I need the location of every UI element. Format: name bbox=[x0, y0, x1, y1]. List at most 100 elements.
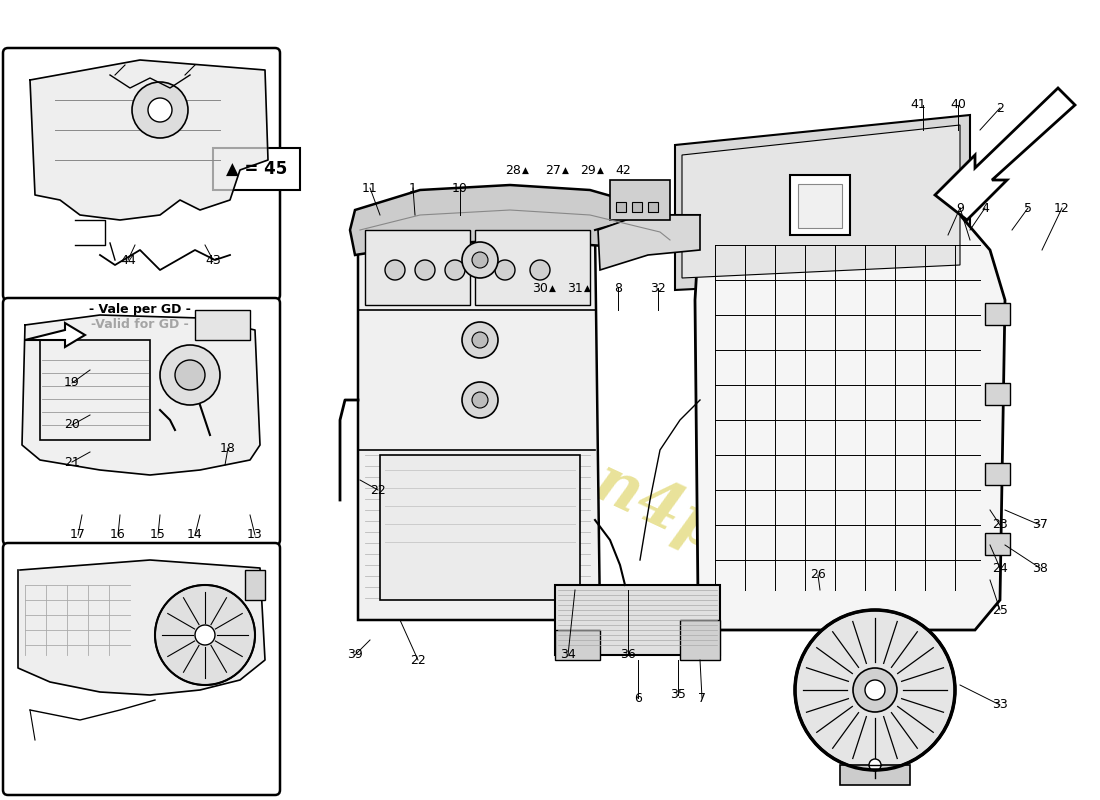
Polygon shape bbox=[18, 560, 265, 695]
Text: 22: 22 bbox=[370, 483, 386, 497]
Text: ▲: ▲ bbox=[584, 283, 591, 293]
FancyBboxPatch shape bbox=[3, 298, 280, 545]
Text: 28: 28 bbox=[505, 163, 521, 177]
Bar bbox=[680, 620, 720, 660]
Text: 19: 19 bbox=[64, 377, 80, 390]
Circle shape bbox=[462, 382, 498, 418]
Text: ▲: ▲ bbox=[522, 166, 529, 174]
Circle shape bbox=[385, 260, 405, 280]
Circle shape bbox=[462, 242, 498, 278]
Text: 34: 34 bbox=[560, 649, 576, 662]
Text: ▲: ▲ bbox=[562, 166, 569, 174]
Polygon shape bbox=[30, 60, 268, 220]
Bar bbox=[245, 570, 265, 600]
Circle shape bbox=[415, 260, 434, 280]
Text: 20: 20 bbox=[64, 418, 80, 431]
Text: 10: 10 bbox=[452, 182, 468, 194]
Text: 40: 40 bbox=[950, 98, 966, 111]
Text: 31: 31 bbox=[568, 282, 583, 294]
Bar bbox=[475, 230, 590, 305]
Text: 32: 32 bbox=[650, 282, 666, 294]
Text: 38: 38 bbox=[1032, 562, 1048, 574]
Text: 43: 43 bbox=[205, 254, 221, 266]
Polygon shape bbox=[350, 185, 675, 255]
Circle shape bbox=[160, 345, 220, 405]
Circle shape bbox=[462, 322, 498, 358]
Text: 25: 25 bbox=[992, 603, 1008, 617]
Bar bbox=[648, 202, 658, 212]
Text: 16: 16 bbox=[110, 529, 125, 542]
Text: 24: 24 bbox=[992, 562, 1008, 574]
Circle shape bbox=[795, 610, 955, 770]
Text: 7: 7 bbox=[698, 691, 706, 705]
Bar bbox=[632, 202, 642, 212]
Polygon shape bbox=[675, 115, 970, 290]
Text: 33: 33 bbox=[992, 698, 1008, 711]
Text: 12: 12 bbox=[1054, 202, 1070, 214]
Bar bbox=[984, 533, 1010, 555]
Circle shape bbox=[132, 82, 188, 138]
Bar bbox=[610, 180, 670, 220]
Text: 30: 30 bbox=[532, 282, 548, 294]
Circle shape bbox=[869, 759, 881, 771]
Bar bbox=[213, 148, 300, 190]
Text: 5: 5 bbox=[1024, 202, 1032, 214]
Polygon shape bbox=[598, 215, 700, 270]
Text: 21: 21 bbox=[64, 455, 80, 469]
Text: 37: 37 bbox=[1032, 518, 1048, 531]
FancyBboxPatch shape bbox=[3, 48, 280, 300]
Text: - Vale per GD -: - Vale per GD - bbox=[89, 303, 191, 317]
Text: -Valid for GD -: -Valid for GD - bbox=[91, 318, 189, 331]
Bar bbox=[840, 765, 910, 785]
Text: 13: 13 bbox=[248, 529, 263, 542]
Text: 2: 2 bbox=[997, 102, 1004, 114]
Polygon shape bbox=[22, 315, 260, 475]
Text: 41: 41 bbox=[910, 98, 926, 111]
Circle shape bbox=[446, 260, 465, 280]
Bar bbox=[984, 303, 1010, 325]
Text: 22: 22 bbox=[410, 654, 426, 666]
Circle shape bbox=[472, 392, 488, 408]
FancyBboxPatch shape bbox=[3, 543, 280, 795]
Polygon shape bbox=[682, 125, 960, 278]
Text: 11: 11 bbox=[362, 182, 378, 194]
Text: 35: 35 bbox=[670, 689, 686, 702]
Polygon shape bbox=[935, 88, 1075, 220]
Text: 15: 15 bbox=[150, 529, 166, 542]
Text: 23: 23 bbox=[992, 518, 1008, 531]
Text: 8: 8 bbox=[614, 282, 622, 294]
Circle shape bbox=[155, 585, 255, 685]
Bar bbox=[984, 463, 1010, 485]
Text: 6: 6 bbox=[634, 691, 642, 705]
Text: 26: 26 bbox=[810, 569, 826, 582]
Bar bbox=[556, 630, 600, 660]
Text: 44: 44 bbox=[120, 254, 136, 266]
Bar bbox=[365, 230, 470, 305]
Polygon shape bbox=[556, 585, 720, 655]
Polygon shape bbox=[358, 230, 600, 620]
Bar bbox=[40, 340, 150, 440]
Text: 29: 29 bbox=[580, 163, 596, 177]
Bar bbox=[790, 175, 850, 235]
Circle shape bbox=[530, 260, 550, 280]
Text: ▲ = 45: ▲ = 45 bbox=[226, 160, 287, 178]
Polygon shape bbox=[695, 215, 1005, 630]
Text: 17: 17 bbox=[70, 529, 86, 542]
Text: 27: 27 bbox=[546, 163, 561, 177]
Text: ▲: ▲ bbox=[549, 283, 556, 293]
Bar bbox=[195, 310, 250, 340]
Text: 1: 1 bbox=[409, 182, 417, 194]
Circle shape bbox=[175, 360, 205, 390]
Text: 4: 4 bbox=[981, 202, 989, 214]
Bar bbox=[379, 455, 580, 600]
Text: 18: 18 bbox=[220, 442, 235, 454]
Text: 36: 36 bbox=[620, 649, 636, 662]
Text: 9: 9 bbox=[956, 202, 964, 214]
Bar bbox=[798, 184, 842, 228]
Bar bbox=[616, 202, 626, 212]
Text: ▲: ▲ bbox=[597, 166, 604, 174]
Circle shape bbox=[195, 625, 214, 645]
Bar bbox=[984, 383, 1010, 405]
Circle shape bbox=[865, 680, 886, 700]
Polygon shape bbox=[25, 323, 85, 347]
